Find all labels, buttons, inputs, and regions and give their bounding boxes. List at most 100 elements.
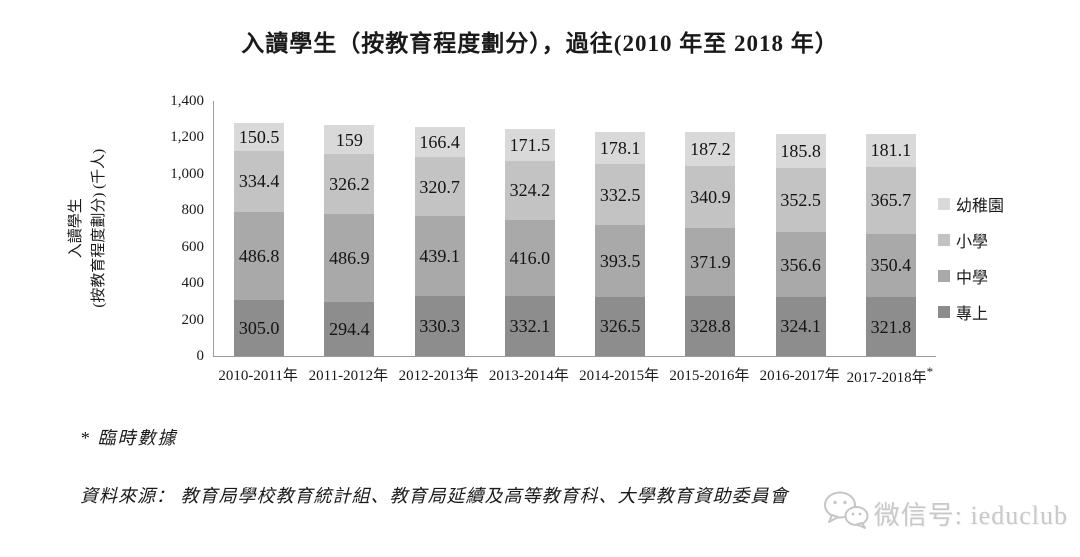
bar-segment-小學: 334.4 [234, 150, 285, 212]
bar-2017-2018年: 321.8 350.4 365.7 181.1 [846, 133, 936, 356]
bar-2013-2014年: 332.1 416.0 324.2 171.5 [485, 129, 575, 356]
x-axis-ticks: 2010-2011年 2011-2012年 2012-2013年 2013-2014年… [213, 364, 935, 387]
bar-segment-中學: 486.9 [324, 213, 375, 303]
bar-value-label: 486.8 [238, 246, 280, 267]
footnote-provisional: * 臨時數據 [80, 428, 178, 448]
legend-label: 幼稚園 [956, 198, 1005, 215]
bar-value-label: 365.7 [870, 190, 912, 211]
provisional-asterisk: * [926, 364, 934, 379]
wechat-icon [822, 490, 870, 537]
bar-value-label: 350.4 [870, 255, 912, 276]
bar-2015-2016年: 328.8 371.9 340.9 187.2 [665, 132, 755, 356]
plot-area: 305.0 486.8 334.4 150.5 294.4 486.9 326.2 159 33… [213, 101, 936, 357]
y-tick-label: 1,000 [170, 165, 204, 182]
bar-value-label: 439.1 [419, 245, 460, 266]
y-tick-label: 0 [196, 348, 205, 364]
bar-value-label: 159 [335, 129, 363, 150]
bar-value-label: 166.4 [419, 132, 460, 153]
bar-2012-2013年: 330.3 439.1 320.7 166.4 [395, 127, 485, 356]
legend-label: 小學 [956, 234, 989, 251]
bar-value-label: 330.3 [419, 315, 460, 336]
bar-value-label: 393.5 [599, 250, 641, 271]
bar-segment-專上: 294.4 [324, 302, 375, 356]
bar-value-label: 356.6 [780, 254, 821, 275]
bar-segment-幼稚園: 171.5 [504, 129, 555, 161]
legend-label: 專上 [956, 306, 989, 323]
bar-value-label: 486.9 [329, 248, 370, 269]
bar-segment-中學: 486.8 [234, 211, 285, 301]
bar-segment-專上: 332.1 [504, 295, 555, 356]
bar-value-label: 305.0 [238, 318, 280, 339]
bar-value-label: 187.2 [690, 139, 731, 160]
bar-segment-幼稚園: 187.2 [685, 132, 736, 167]
bar-segment-幼稚園: 185.8 [775, 134, 826, 168]
bar-segment-小學: 320.7 [414, 157, 465, 216]
y-tick-label: 200 [181, 311, 205, 328]
bar-value-label: 371.9 [690, 252, 731, 273]
bar-segment-專上: 324.1 [775, 296, 826, 356]
x-tick-label: 2015-2016年 [669, 368, 750, 384]
bar-value-label: 181.1 [870, 140, 912, 161]
legend-swatch [938, 306, 950, 318]
bar-value-label: 332.5 [599, 184, 641, 205]
y-axis-label-line1: 入讀學生 [67, 198, 84, 259]
bar-2014-2015年: 326.5 393.5 332.5 178.1 [575, 131, 665, 356]
bar-segment-中學: 393.5 [595, 224, 646, 297]
watermark: 微信号: ieduclub [822, 490, 1068, 537]
x-tick-label: 2013-2014年 [488, 368, 569, 384]
legend: 幼稚園 小學 中學 專上 [938, 186, 1004, 330]
bar-segment-小學: 324.2 [504, 160, 555, 220]
bar-segment-專上: 330.3 [414, 295, 465, 356]
legend-swatch [938, 234, 950, 246]
bar-segment-小學: 365.7 [865, 166, 916, 234]
bar-value-label: 334.4 [238, 171, 280, 192]
bar-value-label: 150.5 [238, 127, 280, 148]
bar-segment-小學: 352.5 [775, 167, 826, 233]
bar-segment-專上: 321.8 [865, 297, 916, 356]
source-note: 資料來源： 教育局學校教育統計組、教育局延續及高等教育科、大學教育資助委員會 [80, 486, 789, 506]
bar-value-label: 185.8 [780, 140, 821, 161]
bar-value-label: 328.8 [690, 316, 731, 337]
bar-2016-2017年: 324.1 356.6 352.5 185.8 [756, 134, 846, 356]
bar-value-label: 340.9 [690, 187, 731, 208]
x-tick-label: 2011-2012年 [308, 368, 389, 384]
legend-item-中學: 中學 [938, 258, 1004, 294]
bar-segment-中學: 439.1 [414, 215, 465, 296]
legend-label: 中學 [956, 270, 989, 287]
y-tick-label: 1,400 [170, 93, 204, 109]
bar-value-label: 352.5 [780, 189, 821, 210]
bar-segment-中學: 350.4 [865, 233, 916, 298]
bar-value-label: 320.7 [419, 176, 460, 197]
x-tick-label: 2017-2018年* [846, 364, 934, 386]
bar-segment-幼稚園: 150.5 [234, 123, 285, 151]
bar-segment-專上: 305.0 [234, 300, 285, 356]
bar-value-label: 332.1 [509, 315, 551, 336]
legend-item-小學: 小學 [938, 222, 1004, 258]
y-tick-label: 800 [181, 202, 205, 219]
bar-segment-小學: 340.9 [685, 166, 736, 229]
y-axis-ticks: 0 200 400 600 800 1,000 1,200 1,400 [100, 93, 205, 364]
bar-segment-幼稚園: 178.1 [595, 131, 646, 165]
bar-value-label: 321.8 [870, 316, 912, 337]
y-tick-label: 600 [181, 238, 205, 255]
bar-segment-幼稚園: 166.4 [414, 127, 465, 158]
x-tick-label: 2014-2015年 [579, 368, 660, 384]
bar-segment-幼稚園: 159 [324, 125, 375, 155]
bar-2010-2011年: 305.0 486.8 334.4 150.5 [214, 123, 304, 356]
bar-segment-中學: 371.9 [685, 228, 736, 297]
legend-swatch [938, 270, 950, 282]
bar-segment-中學: 416.0 [504, 219, 555, 296]
bar-segment-小學: 326.2 [324, 154, 375, 214]
bar-value-label: 294.4 [329, 319, 370, 340]
legend-item-幼稚園: 幼稚園 [938, 186, 1004, 222]
x-tick-label: 2010-2011年 [218, 368, 298, 384]
legend-swatch [938, 198, 950, 210]
bar-segment-小學: 332.5 [595, 164, 646, 225]
bar-segment-專上: 328.8 [685, 296, 736, 356]
x-tick-label: 2016-2017年 [759, 368, 840, 384]
y-tick-label: 1,200 [170, 129, 204, 146]
bar-value-label: 326.2 [329, 174, 370, 195]
bar-segment-中學: 356.6 [775, 232, 826, 297]
watermark-text: 微信号: ieduclub [873, 501, 1068, 530]
